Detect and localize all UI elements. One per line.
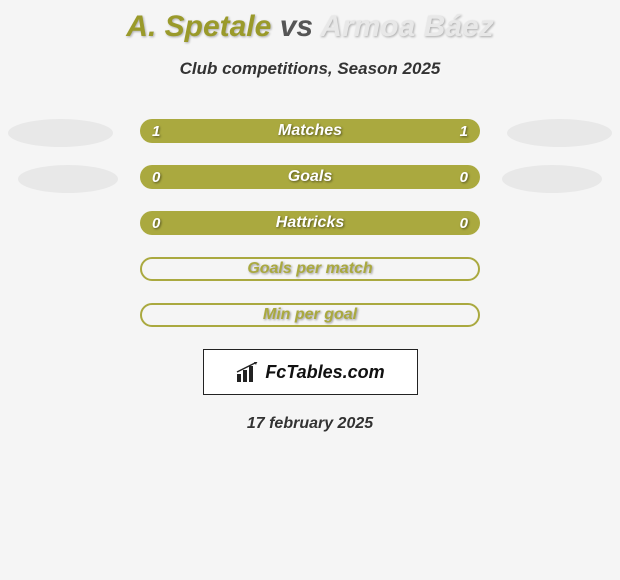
title: A. Spetale vs Armoa Báez bbox=[0, 10, 620, 44]
decoration-ellipse-left-2 bbox=[18, 165, 118, 193]
stat-row: 0 Hattricks 0 bbox=[140, 211, 480, 235]
stat-row: Goals per match bbox=[140, 257, 480, 281]
stat-value-right: 0 bbox=[460, 169, 468, 186]
stat-row: Min per goal bbox=[140, 303, 480, 327]
logo-text: FcTables.com bbox=[265, 362, 384, 383]
stat-label: Min per goal bbox=[263, 306, 357, 324]
stat-label: Goals bbox=[288, 168, 332, 186]
stat-rows: 1 Matches 1 0 Goals 0 0 Hattricks 0 Goals per mat… bbox=[140, 119, 480, 327]
stat-value-left: 0 bbox=[152, 215, 160, 232]
stat-label: Hattricks bbox=[276, 214, 344, 232]
player1-name: A. Spetale bbox=[126, 10, 271, 43]
stat-value-right: 1 bbox=[460, 123, 468, 140]
stat-value-right: 0 bbox=[460, 215, 468, 232]
stat-value-left: 0 bbox=[152, 169, 160, 186]
title-vs: vs bbox=[280, 10, 313, 43]
logo-box: FcTables.com bbox=[203, 349, 418, 395]
decoration-ellipse-left-1 bbox=[8, 119, 113, 147]
stat-row: 1 Matches 1 bbox=[140, 119, 480, 143]
comparison-infographic: A. Spetale vs Armoa Báez Club competitio… bbox=[0, 0, 620, 580]
stat-label: Goals per match bbox=[247, 260, 372, 278]
logo-chart-icon bbox=[235, 362, 259, 382]
player2-name: Armoa Báez bbox=[320, 10, 493, 43]
decoration-ellipse-right-1 bbox=[507, 119, 612, 147]
stat-row: 0 Goals 0 bbox=[140, 165, 480, 189]
date: 17 february 2025 bbox=[0, 415, 620, 433]
subtitle: Club competitions, Season 2025 bbox=[0, 59, 620, 79]
stat-value-left: 1 bbox=[152, 123, 160, 140]
stats-area: 1 Matches 1 0 Goals 0 0 Hattricks 0 Goals per mat… bbox=[0, 119, 620, 327]
stat-label: Matches bbox=[278, 122, 342, 140]
decoration-ellipse-right-2 bbox=[502, 165, 602, 193]
